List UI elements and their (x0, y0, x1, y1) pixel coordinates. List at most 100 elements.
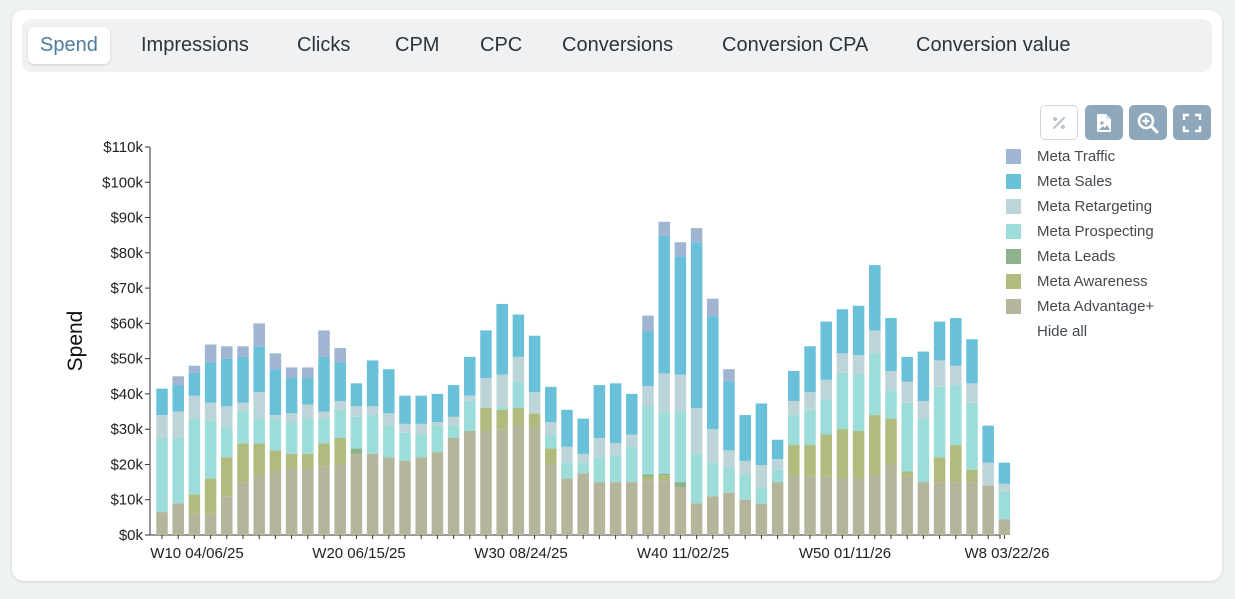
bar-meta-prospecting-segment (545, 434, 557, 449)
bar-meta-sales-segment (852, 305, 865, 356)
y-tick-label: $10k (110, 492, 143, 509)
bar-meta-sales-segment (415, 395, 427, 424)
bar-meta-retargeting-segment (836, 353, 849, 373)
bar-meta-sales-segment (302, 378, 314, 405)
bar-meta-retargeting-segment (950, 365, 962, 386)
bar-meta-sales-segment (269, 369, 282, 416)
bar-meta-retargeting-segment (690, 408, 703, 454)
bar-meta-advantage-segment (852, 478, 865, 535)
bar-meta-retargeting-segment (431, 422, 444, 426)
bar-meta-advantage-segment (302, 467, 314, 535)
legend-label: Meta Traffic (1037, 148, 1116, 165)
bar-meta-retargeting-segment (253, 392, 265, 419)
y-tick-label: $40k (110, 386, 143, 403)
bar-meta-awareness-segment (204, 478, 217, 514)
bar-meta-advantage-segment (350, 453, 363, 535)
bar-meta-advantage-segment (690, 503, 703, 535)
y-tick-label: $70k (110, 280, 143, 297)
bar-meta-awareness-segment (221, 457, 233, 497)
y-tick-label: $60k (110, 315, 143, 332)
bar-meta-traffic-segment (723, 369, 735, 382)
tab-clicks[interactable]: Clicks (297, 34, 351, 56)
bar-meta-retargeting-segment (658, 373, 670, 413)
bar-meta-advantage-segment (804, 476, 816, 535)
bar-meta-sales-segment (739, 415, 751, 461)
legend-swatch (1006, 149, 1021, 164)
bar-meta-prospecting-segment (642, 405, 654, 475)
tab-cpc[interactable]: CPC (480, 34, 523, 56)
zoom-button[interactable] (1129, 105, 1167, 140)
bar-meta-retargeting-segment (771, 459, 784, 470)
bar-meta-traffic-segment (318, 330, 330, 357)
bar-meta-sales-segment (156, 388, 168, 416)
bar-meta-retargeting-segment (626, 434, 638, 447)
bar-meta-prospecting-segment (626, 446, 638, 483)
bar-meta-awareness-segment (302, 453, 314, 468)
bar-meta-sales-segment (771, 439, 784, 460)
bar-meta-sales-segment (707, 316, 719, 430)
x-tick-label: W10 04/06/25 (150, 545, 243, 562)
bar-meta-retargeting-segment (464, 395, 476, 401)
bar-meta-sales-segment (399, 395, 411, 424)
bar-meta-traffic-segment (707, 298, 719, 317)
tab-conversion-value[interactable]: Conversion value (916, 34, 1071, 56)
tab-impressions[interactable]: Impressions (141, 34, 249, 56)
tab-cpm[interactable]: CPM (395, 34, 440, 56)
bar-meta-sales-segment (998, 462, 1011, 484)
bar-meta-retargeting-segment (852, 355, 865, 375)
bar-meta-prospecting-segment (496, 406, 508, 410)
x-tick-label: W40 11/02/25 (637, 545, 729, 562)
y-axis-title: Spend (64, 311, 87, 372)
bar-meta-retargeting-segment (480, 378, 492, 409)
bar-meta-awareness-segment (885, 418, 897, 465)
bar-meta-sales-segment (383, 369, 395, 414)
bar-meta-traffic-segment (204, 344, 217, 363)
percent-toggle-button[interactable] (1040, 105, 1078, 140)
bar-meta-prospecting-segment (285, 422, 298, 454)
y-tick-label: $20k (110, 456, 143, 473)
bar-meta-sales-segment (237, 356, 249, 403)
bar-meta-prospecting-segment (350, 416, 363, 449)
bar-meta-prospecting-segment (156, 438, 168, 513)
bar-meta-advantage-segment (318, 466, 330, 535)
bar-meta-advantage-segment (626, 482, 638, 535)
bar-meta-sales-segment (350, 383, 363, 407)
bar-meta-sales-segment (464, 356, 476, 396)
bar-meta-prospecting-segment (917, 418, 930, 483)
bar-meta-leads-segment (658, 473, 670, 476)
bar-meta-prospecting-segment (950, 385, 962, 446)
bar-meta-retargeting-segment (820, 379, 832, 400)
tab-conversion-cpa[interactable]: Conversion CPA (722, 34, 869, 56)
bar-meta-advantage-segment (561, 478, 573, 535)
bar-meta-advantage-segment (383, 457, 395, 535)
bar-meta-retargeting-segment (156, 415, 168, 438)
bar-meta-sales-segment (577, 418, 589, 454)
bar-meta-advantage-segment (755, 503, 768, 535)
bar-meta-prospecting-segment (188, 418, 201, 495)
bar-meta-prospecting-segment (366, 415, 379, 454)
fullscreen-button[interactable] (1173, 105, 1211, 140)
tab-spend[interactable]: Spend (28, 27, 110, 64)
bar-meta-awareness-segment (512, 408, 525, 426)
bar-meta-traffic-segment (221, 346, 233, 359)
bar-meta-retargeting-segment (723, 450, 735, 468)
bar-meta-advantage-segment (237, 482, 249, 535)
bar-meta-retargeting-segment (901, 381, 913, 403)
bar-meta-retargeting-segment (237, 402, 249, 412)
bar-meta-sales-segment (528, 335, 541, 393)
bar-meta-advantage-segment (820, 476, 832, 535)
bar-meta-advantage-segment (917, 482, 930, 535)
bar-meta-sales-segment (431, 393, 444, 423)
export-image-button[interactable] (1085, 105, 1123, 140)
bar-meta-awareness-segment (528, 413, 541, 428)
x-tick-label: W30 08/24/25 (474, 545, 567, 562)
bar-meta-retargeting-segment (383, 413, 395, 426)
bar-meta-retargeting-segment (188, 395, 201, 419)
bar-meta-sales-segment (658, 235, 670, 374)
bar-meta-advantage-segment (399, 460, 411, 535)
bar-meta-sales-segment (674, 256, 687, 375)
bar-meta-prospecting-segment (885, 390, 897, 419)
tab-conversions[interactable]: Conversions (562, 34, 674, 56)
bar-meta-traffic-segment (237, 346, 249, 357)
